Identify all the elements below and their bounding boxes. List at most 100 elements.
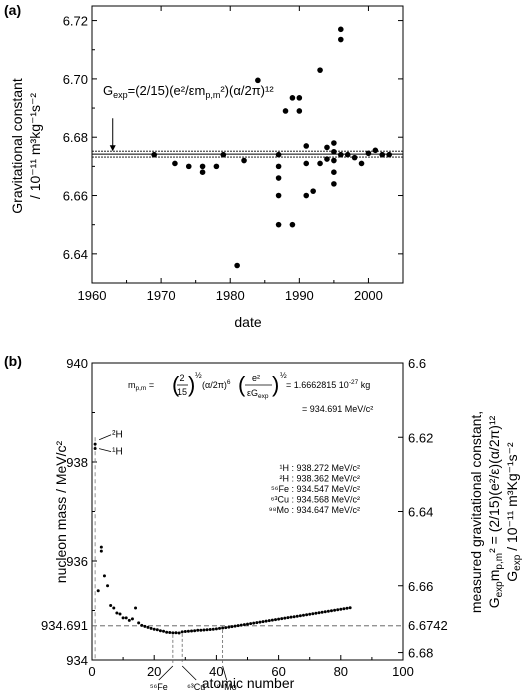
panel-a-point	[303, 160, 310, 167]
panel-b-mass-entry: ⁹⁸Mo : 934.647 MeV/c²	[269, 505, 360, 515]
panel-b-point	[190, 629, 194, 633]
panel-b-y-tick-label: 936	[66, 554, 88, 569]
panel-b-right-ylabel-line1: measured gravitational constant,	[468, 411, 484, 613]
panel-b-point	[230, 625, 234, 629]
panel-b-point	[317, 611, 321, 615]
panel-b-point	[130, 617, 134, 621]
panel-b-point	[348, 606, 352, 610]
panel-b-right-tick-label: 6.6	[408, 356, 426, 371]
panel-b-point	[99, 549, 103, 553]
panel-b-point	[320, 610, 324, 614]
panel-b-y-ticks: 934 936 938 940 934.691	[41, 356, 97, 668]
panel-b-x-tick-label: 100	[392, 664, 414, 679]
panel-b-point	[180, 630, 184, 634]
panel-a-point	[296, 95, 303, 101]
panel-a-point	[275, 151, 282, 158]
panel-b-point	[149, 626, 153, 630]
panel-b-point	[311, 612, 315, 616]
panel-a-point	[331, 169, 337, 175]
panel-b-x-tick-label: 40	[209, 664, 223, 679]
panel-a-point	[331, 148, 337, 155]
panel-b-point	[246, 622, 249, 626]
panel-b-point	[211, 627, 215, 631]
panel-a-formula-rest2: ²)(α/2π)¹²	[220, 83, 274, 98]
panel-b-point	[236, 624, 240, 628]
panel-a-band	[92, 150, 403, 158]
panel-b-point	[202, 628, 206, 632]
panel-a-point	[303, 192, 310, 199]
panel-a-xlabel: date	[234, 314, 261, 330]
panel-b-point	[339, 607, 343, 611]
panel-b-x-tick-label: 0	[88, 664, 95, 679]
panel-b-point	[283, 616, 287, 620]
panel-b-point	[218, 626, 222, 630]
panel-b-point	[124, 616, 128, 620]
panel-b-nuclide-label: ⁶³Cu	[187, 682, 205, 692]
panel-b-right-ylabel-line3: Gexp / 10⁻¹¹ m³Kg⁻¹s⁻²	[504, 442, 523, 582]
panel-b-point	[326, 609, 330, 613]
panel-b-y-extra-label: 934.691	[41, 618, 88, 633]
panel-b-point	[267, 619, 271, 623]
panel-b-point	[205, 628, 209, 632]
panel-b-annotation-arrow	[99, 448, 112, 453]
panel-b-point	[102, 574, 106, 578]
panel-a-formula-arrowhead	[109, 145, 116, 152]
panel-a-point	[324, 144, 330, 151]
panel-b-point	[261, 620, 265, 624]
panel-b-mass-entry: ²H : 938.362 MeV/c²	[279, 474, 360, 484]
panel-b-point	[199, 628, 203, 632]
panel-a-point	[379, 151, 386, 158]
panel-a-point	[317, 160, 323, 167]
panel-a-point	[282, 108, 289, 114]
panel-b-point	[273, 618, 277, 622]
panel-a-point	[303, 143, 310, 149]
panel-a-point	[199, 163, 206, 170]
panel-b-point	[308, 612, 312, 616]
panel-a-point	[358, 160, 365, 167]
panel-b-point	[99, 545, 103, 549]
panel-a-x-tick-label: 1960	[78, 288, 107, 303]
panel-b-mass-entry: ¹H : 938.272 MeV/c²	[279, 463, 360, 473]
panel-a-point	[213, 163, 220, 170]
panel-b-formula-lhs: mp,m =	[128, 380, 154, 392]
panel-a-y-tick-label: 6.66	[63, 189, 88, 204]
panel-b-right-ylabel-line2: Gexpmp,m² = (2/15)(e²/ε)(α/2π)¹²	[486, 415, 505, 608]
panel-a-formula-rest: =(2/15)(e²/εm	[128, 83, 206, 98]
panel-a-point	[310, 188, 316, 194]
panel-b-point	[93, 447, 97, 451]
panel-b-formula-paren4: )	[272, 372, 279, 397]
panel-b-x-ticks: 0 20 40 60 80 100	[88, 655, 414, 679]
panel-b-point	[314, 611, 318, 615]
panel-b-annotation-label: ¹H	[112, 447, 123, 458]
panel-a-formula-sub: exp	[113, 90, 128, 100]
panel-b-point	[329, 609, 333, 613]
panel-b-y-tick-label: 940	[66, 356, 88, 371]
panel-a-point	[289, 221, 296, 228]
panel-b-point	[249, 622, 253, 626]
panel-a-formula-sub2: p,m	[205, 90, 220, 100]
panel-a-x-tick-label: 1980	[216, 288, 245, 303]
panel-a-x-tick-label: 1970	[147, 288, 176, 303]
panel-a-point	[241, 157, 247, 164]
panel-b-point	[171, 631, 175, 635]
panel-b-nuclide-markers: ⁵⁶Fe ⁶³Cu ⁹⁸Mo	[150, 629, 237, 692]
panel-b-point	[155, 628, 159, 632]
panel-b-point	[292, 615, 296, 619]
panel-b-point	[242, 623, 246, 627]
panel-a-point	[275, 192, 282, 199]
panel-b-mass-entry: ⁶³Cu : 934.568 MeV/c²	[271, 495, 360, 505]
panel-b-point	[252, 621, 256, 625]
panel-a-label: (a)	[4, 2, 21, 18]
panel-a-point	[289, 95, 296, 101]
panel-b-point	[345, 606, 349, 610]
panel-b-formula-result: = 1.6662815 10-27 kg	[286, 379, 370, 390]
panel-b-point	[301, 613, 305, 617]
panel-b-point	[143, 624, 147, 628]
panel-a-formula: Gexp=(2/15)(e²/εmp,m²)(α/2π)¹²	[103, 83, 274, 100]
panel-b-point	[183, 630, 187, 634]
panel-a: (a) 1960 1970 1980 1990 2000 6.64 6.66 6.68 6.7…	[4, 2, 404, 330]
panel-b-point	[152, 627, 156, 631]
panel-a-point	[275, 221, 282, 228]
panel-a-point	[344, 151, 351, 158]
